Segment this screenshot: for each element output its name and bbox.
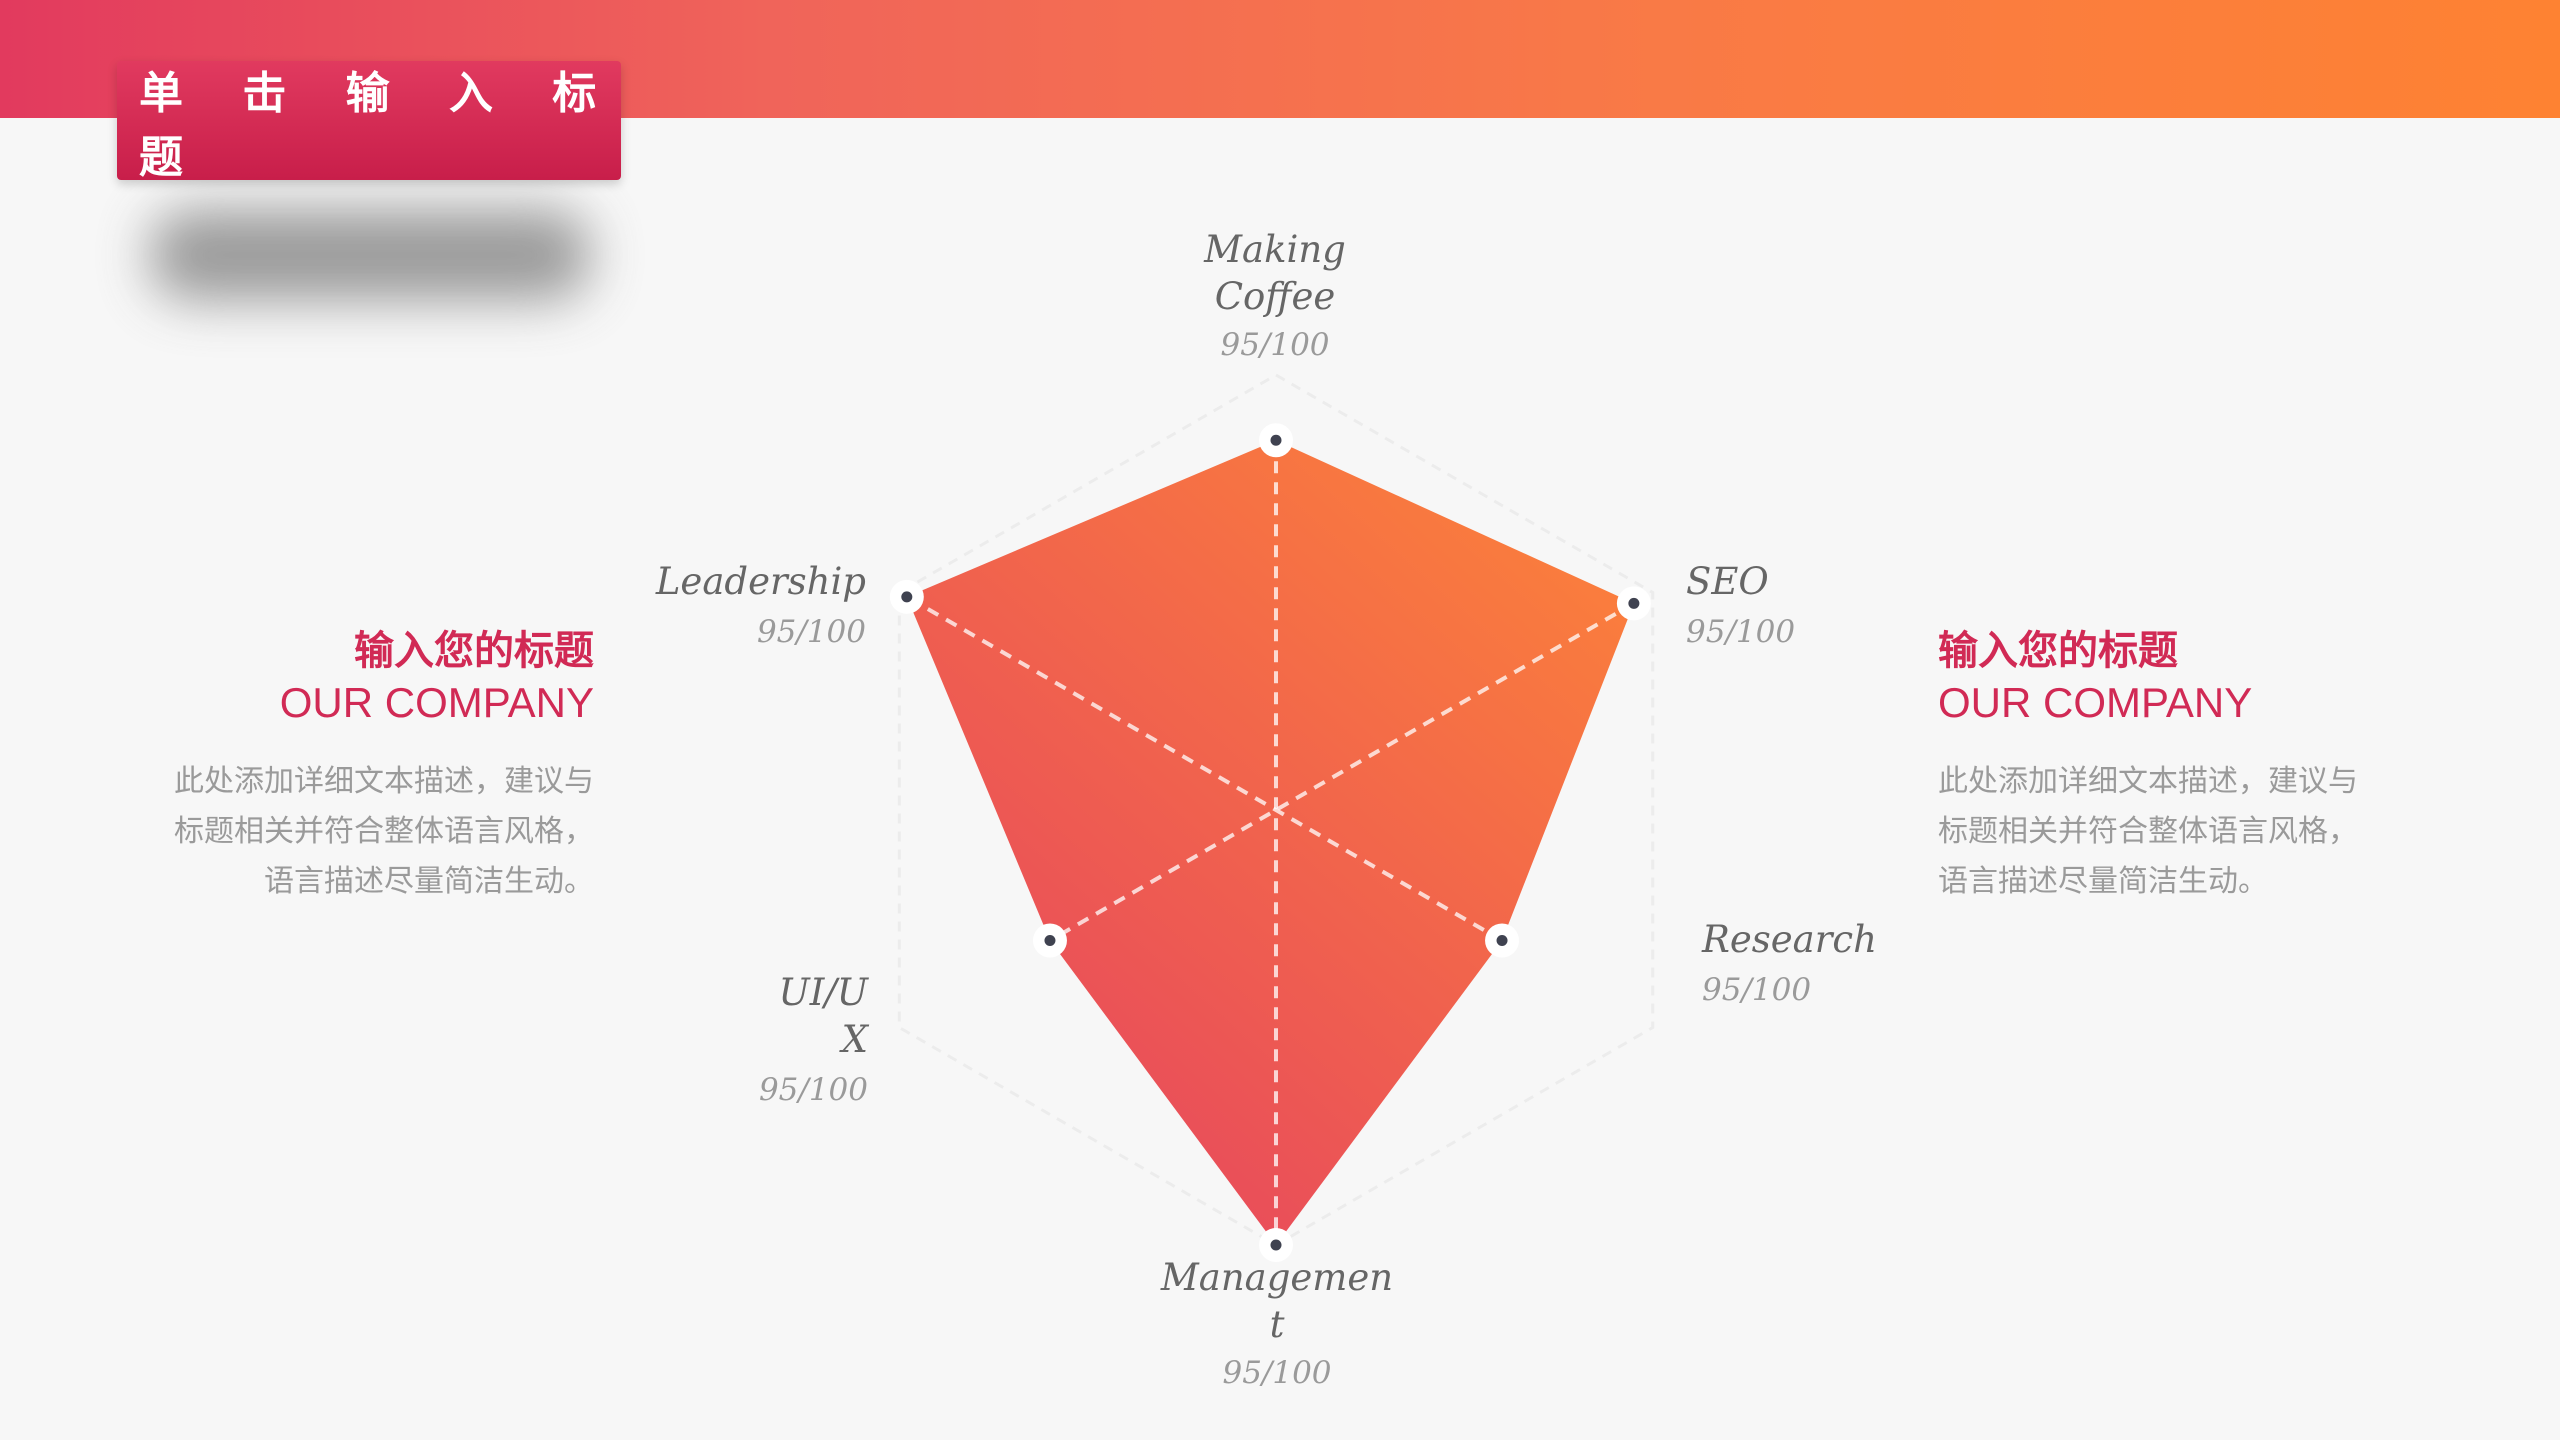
radar-spoke (905, 595, 1504, 943)
radar-spoke (1048, 601, 1635, 943)
radar-point-center (1270, 1239, 1282, 1251)
radar-axis-label: SEO (1686, 560, 1769, 603)
radar-point-center (1044, 935, 1056, 946)
radar-point-center (1628, 597, 1640, 609)
radar-axis-score: 95/100 (1702, 972, 1811, 1008)
right-desc-line: 语言描述尽量简洁生动。 (1938, 864, 2268, 899)
radar-point-center (1496, 935, 1508, 946)
radar-axis-label: Making (1203, 228, 1346, 271)
radar-axis-score: 95/100 (757, 614, 866, 650)
left-panel-description: 此处添加详细文本描述，建议与 标题相关并符合整体语言风格， 语言描述尽量简洁生动… (96, 757, 594, 907)
right-panel-description: 此处添加详细文本描述，建议与 标题相关并符合整体语言风格， 语言描述尽量简洁生动… (1938, 757, 2438, 907)
left-desc-line: 语言描述尽量简洁生动。 (264, 864, 594, 899)
left-desc-line: 标题相关并符合整体语言风格， (174, 814, 594, 849)
radar-axis-label: t (1270, 1303, 1285, 1346)
radar-spokes (905, 440, 1635, 1245)
title-box[interactable]: 单 击 输 入 标 题 (117, 61, 621, 183)
left-panel-title: 输入您的标题 (354, 628, 594, 674)
radar-axis-label: Coffee (1215, 275, 1336, 318)
right-desc-line: 此处添加详细文本描述，建议与 (1938, 764, 2358, 799)
right-panel-company: OUR COMPANY (1938, 679, 2253, 726)
radar-axis-score: 95/100 (1686, 614, 1795, 650)
radar-axis-label: X (839, 1018, 870, 1061)
left-desc-line: 此处添加详细文本描述，建议与 (174, 764, 594, 799)
radar-axis-label: Research (1701, 918, 1877, 961)
page-title[interactable]: 单 击 输 入 标 题 (139, 67, 619, 183)
radar-axis-score: 95/100 (759, 1072, 868, 1108)
radar-axis-score: 95/100 (1220, 327, 1329, 363)
radar-axis-label: UI/U (779, 971, 870, 1014)
right-panel: 输入您的标题 OUR COMPANY 此处添加详细文本描述，建议与 标题相关并符… (1938, 625, 2438, 907)
left-panel-company: OUR COMPANY (279, 679, 594, 726)
radar-points (889, 423, 1651, 1262)
right-panel-title: 输入您的标题 (1938, 628, 2178, 674)
radar-point-center (901, 591, 913, 603)
right-desc-line: 标题相关并符合整体语言风格， (1938, 814, 2358, 849)
radar-axis-score: 95/100 (1222, 1355, 1331, 1391)
radar-axis-label: Leadership (655, 560, 866, 603)
radar-axis-label: Managemen (1160, 1256, 1393, 1299)
radar-point-center (1270, 434, 1282, 446)
radar-area (906, 440, 1634, 1245)
radar-area-group (906, 440, 1634, 1245)
left-panel: 输入您的标题 OUR COMPANY 此处添加详细文本描述，建议与 标题相关并符… (96, 625, 594, 907)
title-shadow (150, 210, 590, 300)
